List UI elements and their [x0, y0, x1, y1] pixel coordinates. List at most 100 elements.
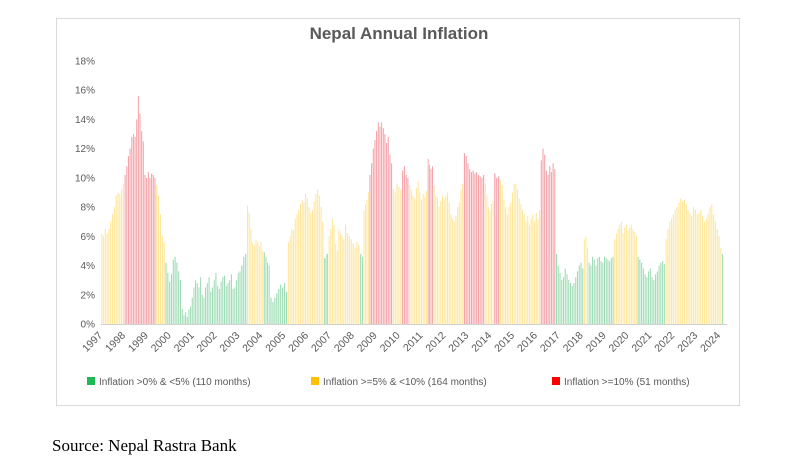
- inflation-bar: [237, 272, 239, 324]
- inflation-bar: [568, 280, 570, 324]
- inflation-bar: [320, 207, 322, 324]
- inflation-bar: [412, 195, 414, 324]
- inflation-bar: [487, 207, 489, 324]
- inflation-bar: [129, 148, 131, 324]
- inflation-bar: [537, 218, 539, 324]
- inflation-bar: [190, 306, 192, 324]
- inflation-bar: [573, 283, 575, 324]
- inflation-bar: [614, 239, 616, 324]
- inflation-bar: [115, 195, 117, 324]
- inflation-bar: [587, 248, 588, 324]
- inflation-bar: [429, 164, 431, 324]
- inflation-bar: [709, 207, 711, 324]
- inflation-bar: [276, 293, 278, 324]
- legend-label: Inflation >=10% (51 months): [564, 377, 690, 388]
- inflation-bar: [363, 210, 365, 324]
- inflation-bar: [445, 195, 447, 324]
- inflation-bar: [582, 268, 584, 324]
- inflation-bar: [260, 242, 262, 324]
- inflation-bar: [508, 207, 510, 324]
- inflation-bar: [335, 243, 337, 324]
- inflation-bar: [360, 253, 362, 324]
- inflation-bar: [134, 136, 136, 324]
- inflation-bar: [658, 265, 660, 324]
- inflation-bar: [525, 221, 527, 324]
- inflation-bar: [441, 195, 444, 324]
- inflation-bar: [407, 177, 409, 324]
- inflation-bar: [117, 192, 119, 324]
- inflation-bar: [377, 122, 379, 325]
- inflation-bar: [674, 210, 676, 324]
- inflation-bar: [469, 169, 471, 324]
- inflation-bar: [649, 268, 651, 324]
- inflation-bar: [287, 242, 289, 324]
- inflation-bar: [282, 287, 284, 324]
- inflation-bar: [523, 214, 525, 324]
- inflation-bar: [602, 262, 604, 324]
- inflation-bar: [313, 201, 315, 324]
- inflation-bar: [227, 283, 229, 324]
- inflation-bar: [198, 287, 200, 324]
- x-tick-label: 2024: [698, 330, 723, 355]
- inflation-bar: [619, 224, 621, 324]
- inflation-bar: [597, 258, 599, 324]
- x-tick-label: 2007: [309, 330, 334, 355]
- inflation-bar: [562, 277, 565, 324]
- inflation-bar: [477, 174, 479, 324]
- inflation-bar: [270, 297, 272, 324]
- inflation-bar: [365, 204, 366, 324]
- inflation-bar: [639, 259, 641, 324]
- inflation-bar: [293, 230, 295, 324]
- inflation-bar: [430, 169, 432, 324]
- inflation-bar: [301, 199, 303, 324]
- inflation-bar: [384, 134, 386, 324]
- inflation-bar: [667, 229, 669, 324]
- inflation-bar: [617, 229, 619, 324]
- inflation-bar: [250, 229, 252, 324]
- x-tick-label: 1999: [126, 330, 151, 355]
- inflation-bar: [580, 262, 582, 324]
- inflation-bar: [443, 198, 445, 324]
- inflation-bar: [382, 128, 384, 324]
- inflation-bar: [322, 221, 324, 324]
- inflation-bar: [501, 185, 503, 324]
- inflation-bar: [181, 309, 183, 324]
- inflation-bar: [513, 183, 515, 324]
- y-tick-label: 8%: [81, 203, 96, 214]
- inflation-bar: [583, 239, 585, 324]
- x-tick-label: 2020: [607, 330, 632, 355]
- inflation-bar: [220, 281, 222, 324]
- inflation-bar: [234, 287, 236, 324]
- inflation-bar: [716, 229, 718, 324]
- inflation-bar: [517, 189, 519, 324]
- inflation-bar: [144, 174, 146, 324]
- inflation-bar: [453, 221, 455, 324]
- inflation-bar: [252, 242, 254, 324]
- inflation-bar: [186, 316, 188, 324]
- inflation-bar: [394, 192, 396, 324]
- y-tick-label: 2%: [81, 290, 96, 301]
- inflation-bar: [104, 229, 106, 324]
- inflation-bar: [136, 119, 138, 324]
- inflation-bar: [637, 256, 639, 324]
- source-note: Source: Nepal Rastra Bank: [52, 436, 237, 455]
- inflation-bar: [671, 218, 673, 324]
- inflation-bar: [127, 155, 129, 324]
- inflation-bar: [303, 202, 305, 324]
- inflation-bar: [489, 210, 491, 324]
- inflation-bar: [178, 271, 180, 324]
- inflation-bar: [532, 214, 534, 324]
- legend-label: Inflation >0% & <5% (110 months): [99, 377, 251, 388]
- inflation-bar: [188, 309, 190, 324]
- inflation-bar: [698, 212, 700, 324]
- inflation-bar: [111, 214, 114, 324]
- inflation-bar: [692, 207, 695, 324]
- inflation-bar: [458, 202, 460, 324]
- inflation-bar: [179, 280, 182, 324]
- inflation-bar: [527, 215, 529, 324]
- inflation-bar: [241, 265, 243, 324]
- inflation-bar: [176, 262, 178, 324]
- inflation-bar: [669, 221, 671, 324]
- inflation-bar: [422, 193, 424, 324]
- inflation-bar: [200, 277, 202, 324]
